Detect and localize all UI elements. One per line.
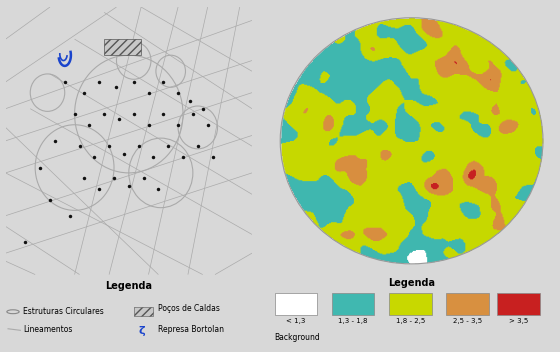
- Text: Legenda: Legenda: [388, 278, 435, 288]
- Text: 2,5 - 3,5: 2,5 - 3,5: [452, 318, 482, 324]
- Text: Lineamentos: Lineamentos: [23, 325, 72, 334]
- Bar: [497, 293, 540, 315]
- Text: ζ: ζ: [139, 326, 145, 337]
- Text: Poços de Caldas: Poços de Caldas: [158, 304, 220, 313]
- Text: < 1,3: < 1,3: [286, 318, 306, 324]
- Text: > 3,5: > 3,5: [509, 318, 528, 324]
- Text: Background: Background: [274, 333, 320, 342]
- Bar: [332, 293, 375, 315]
- Text: Legenda: Legenda: [105, 281, 152, 291]
- FancyBboxPatch shape: [134, 307, 153, 316]
- Bar: [389, 293, 432, 315]
- Bar: [274, 293, 318, 315]
- Bar: [446, 293, 489, 315]
- Text: 1,8 - 2,5: 1,8 - 2,5: [395, 318, 425, 324]
- Text: 1,3 - 1,8: 1,3 - 1,8: [338, 318, 368, 324]
- Text: Estruturas Circulares: Estruturas Circulares: [23, 307, 104, 316]
- Bar: [104, 39, 141, 55]
- Text: Represa Bortolan: Represa Bortolan: [158, 325, 225, 334]
